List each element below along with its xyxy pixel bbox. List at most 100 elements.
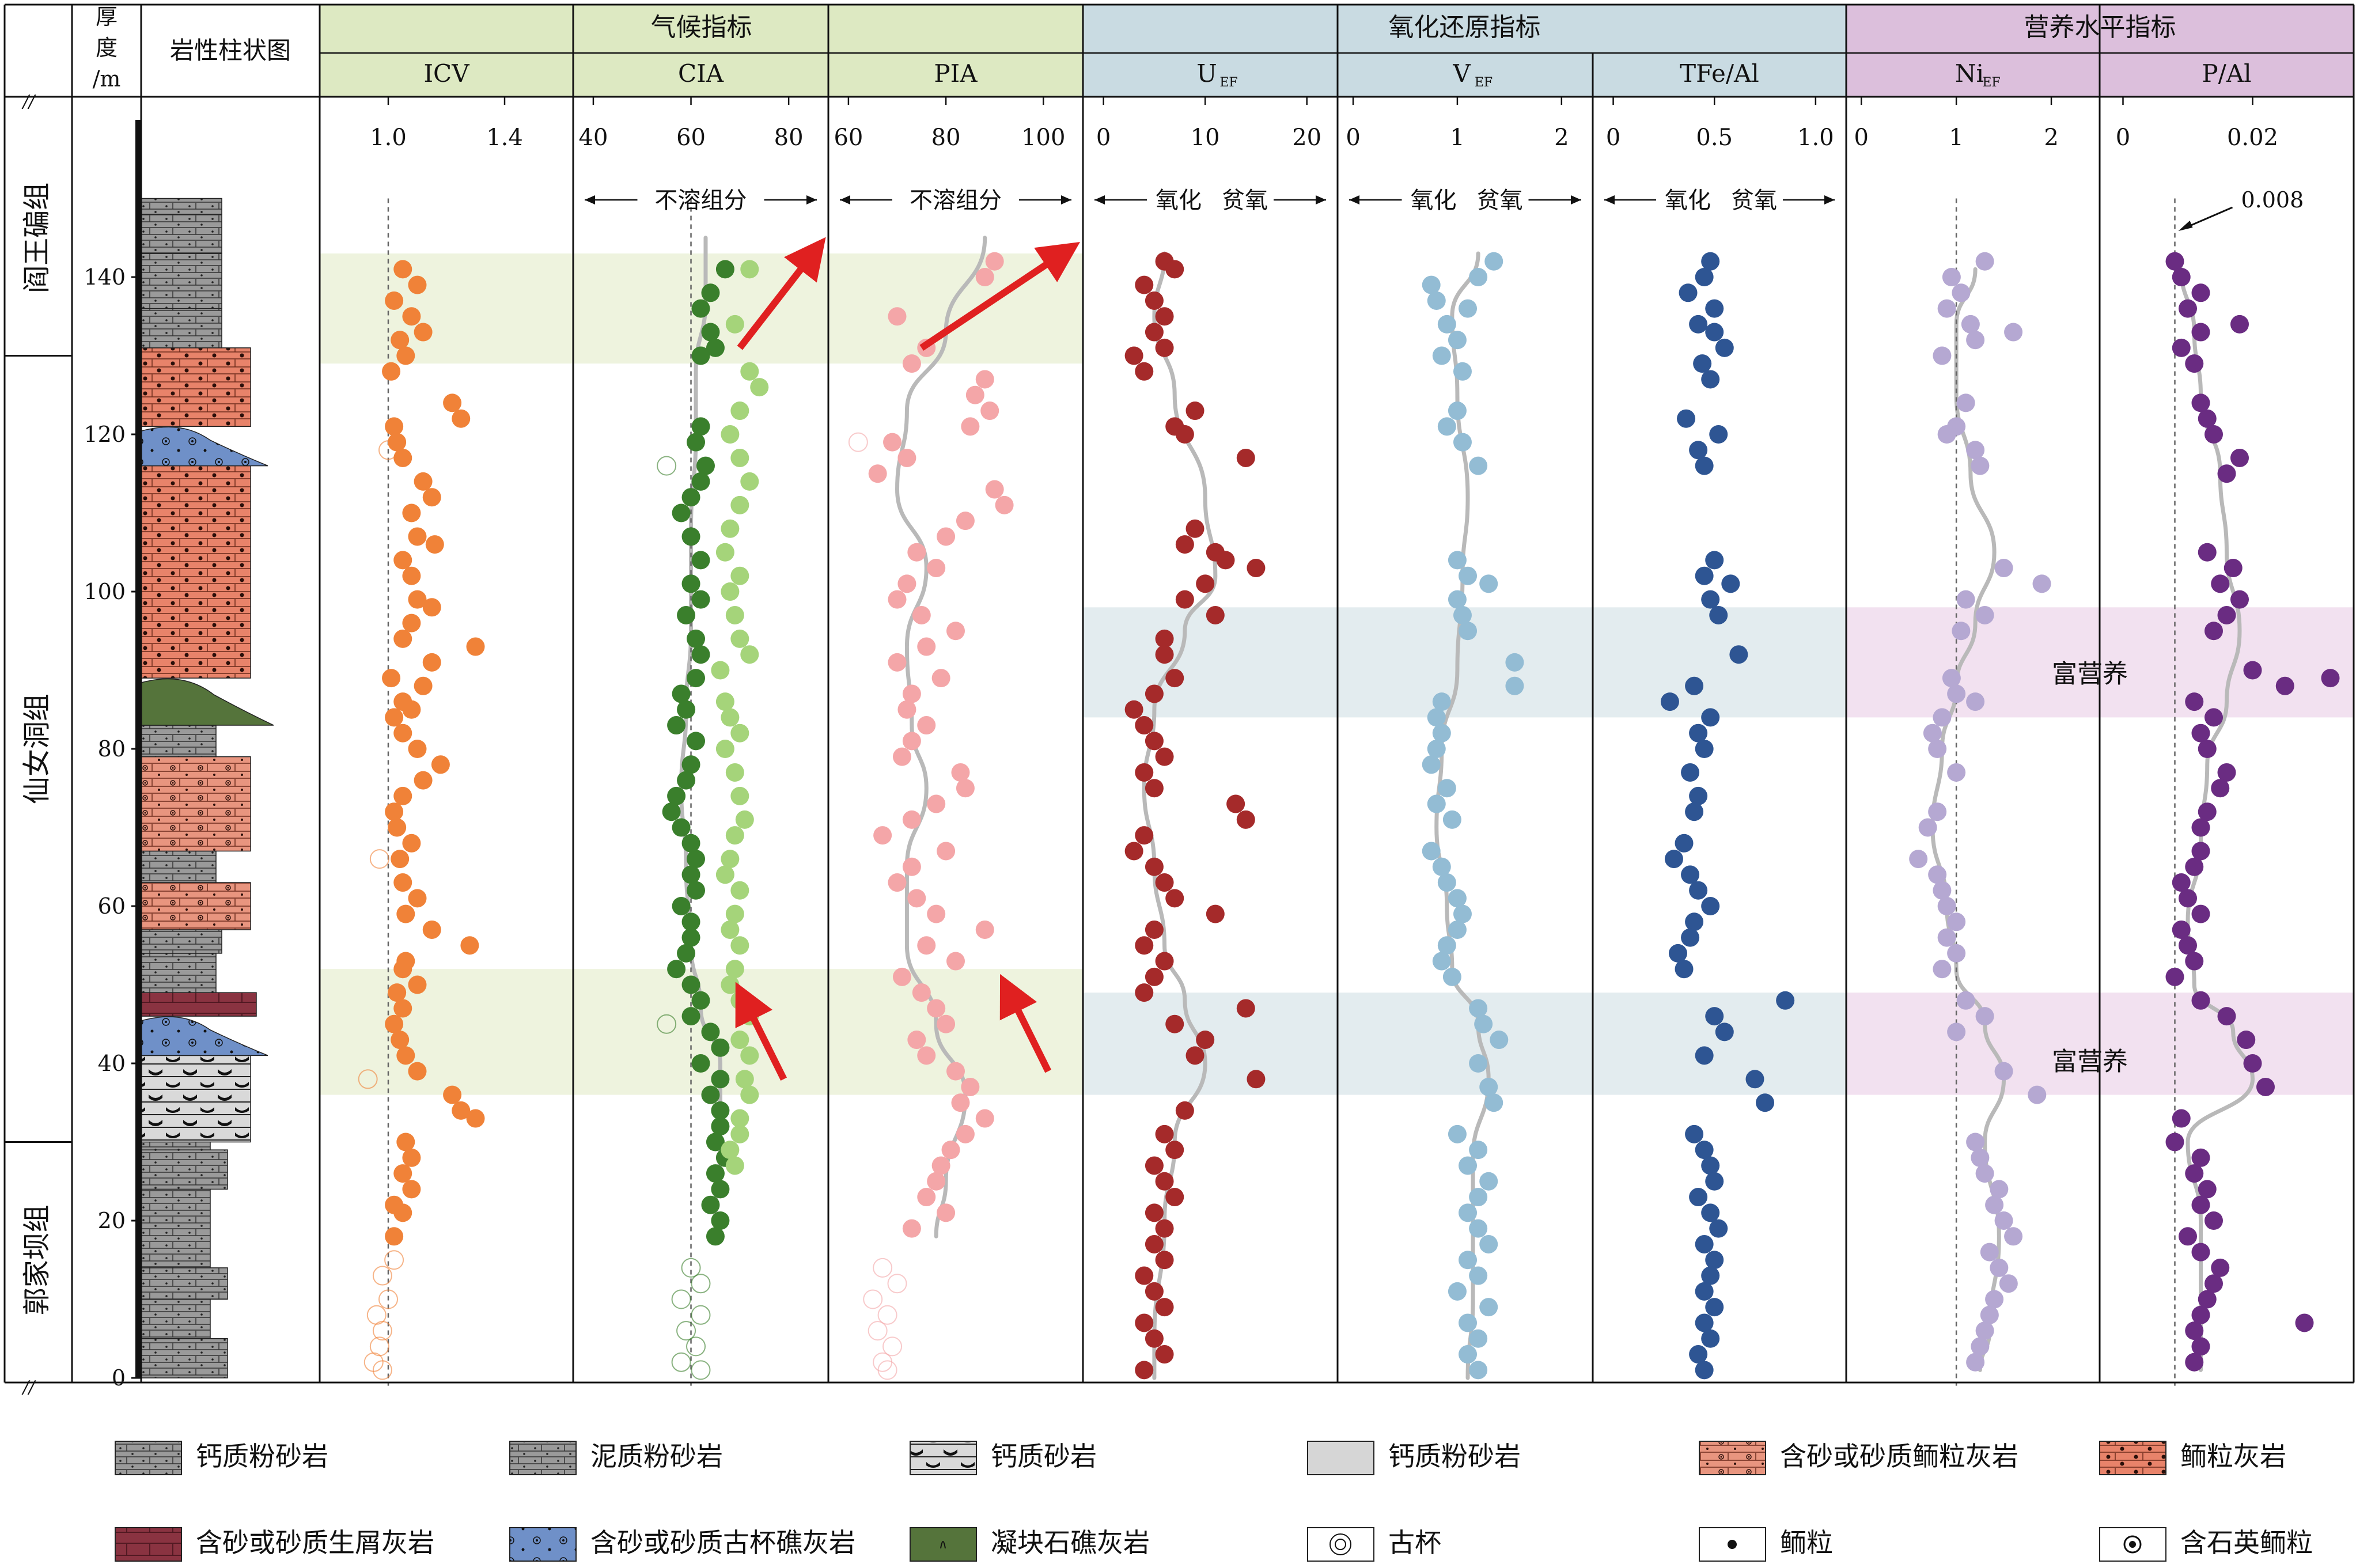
depth-label-5: 100 xyxy=(84,579,126,604)
point-vef-41 xyxy=(1469,1054,1488,1073)
point-ni-21 xyxy=(1933,708,1952,727)
axis-tick-label-vef-1: 1 xyxy=(1450,124,1464,151)
point-pal-60 xyxy=(2321,669,2340,688)
lith-unit-13 xyxy=(141,756,251,852)
legend-swatch-5 xyxy=(2099,1441,2166,1475)
point-pal-37 xyxy=(2165,967,2184,986)
point-cia-0-44 xyxy=(711,1070,730,1089)
point-icv-16 xyxy=(408,527,427,546)
point-tfe-31 xyxy=(1701,897,1720,915)
point-cia-1-25 xyxy=(721,850,740,869)
point-uef-19 xyxy=(1175,590,1194,609)
lith-unit-10 xyxy=(141,929,222,954)
point-pal-34 xyxy=(2172,920,2191,939)
point-pia-54 xyxy=(941,1141,960,1160)
point-ni-28 xyxy=(1928,865,1947,884)
point-pia-42 xyxy=(946,952,965,971)
point-cia-0-38 xyxy=(681,975,700,994)
depth-label-7: 140 xyxy=(84,264,126,290)
point-pal-57 xyxy=(2191,1337,2210,1356)
point-ni-37 xyxy=(1947,1022,1966,1041)
legend-quartz-dot xyxy=(2129,1541,2136,1548)
point-pia-17 xyxy=(927,559,946,578)
point-tfe-37 xyxy=(1705,1007,1724,1026)
point-ni-2 xyxy=(1952,283,1971,302)
point-cia-0-17 xyxy=(687,629,706,648)
point-pia-6 xyxy=(965,385,984,404)
point-pia-28 xyxy=(902,732,921,751)
point-uef-48 xyxy=(1247,1070,1266,1089)
point-tfe-7 xyxy=(1693,354,1712,373)
point-pal-51 xyxy=(2191,1243,2210,1262)
point-vef-4 xyxy=(1459,299,1478,318)
point-icv-8 xyxy=(443,393,462,412)
lith-unit-16 xyxy=(141,465,251,679)
point-cia-1-9 xyxy=(721,519,740,538)
axis-tick-label-tfe-1: 0.5 xyxy=(1696,124,1733,151)
point-tfe-13 xyxy=(1705,551,1724,570)
point-icv-13 xyxy=(414,472,433,491)
point-cia-1-39 xyxy=(730,1109,749,1128)
point-tfe-4 xyxy=(1689,315,1708,334)
point-pia-10 xyxy=(897,448,916,467)
point-cia-0-28 xyxy=(672,818,691,837)
point-pal-9 xyxy=(2198,409,2217,428)
point-pal-39 xyxy=(2217,1007,2236,1026)
point-vef-12 xyxy=(1469,456,1488,475)
point-cia-1-21 xyxy=(725,763,744,782)
point-cia-0-29 xyxy=(681,834,700,853)
band-label-0: 富营养 xyxy=(2052,659,2128,688)
point-icv-55 xyxy=(452,1101,471,1120)
point-pia-5 xyxy=(975,370,994,389)
point-vef-19 xyxy=(1505,653,1524,672)
axis-tick-label-cia-1: 60 xyxy=(676,124,706,151)
hollow-point-icv-1 xyxy=(369,849,389,869)
point-cia-0-18 xyxy=(691,645,710,664)
point-uef-7 xyxy=(1124,346,1143,365)
red-arrow-2 xyxy=(735,982,787,1081)
point-pal-12 xyxy=(2217,464,2236,483)
point-icv-30 xyxy=(385,708,404,727)
point-cia-0-27 xyxy=(662,802,681,821)
point-ni-48 xyxy=(1990,1258,2009,1277)
point-tfe-2 xyxy=(1679,283,1698,302)
point-pal-42 xyxy=(2256,1077,2275,1096)
red-arrow-3 xyxy=(999,974,1052,1073)
header-bg-redox xyxy=(1083,5,1846,97)
point-ni-20 xyxy=(1966,692,1985,711)
point-icv-62 xyxy=(393,1203,412,1222)
red-arrow-0 xyxy=(737,237,826,350)
point-uef-54 xyxy=(1165,1188,1184,1207)
point-uef-4 xyxy=(1155,307,1174,326)
point-cia-1-18 xyxy=(721,708,740,727)
point-cia-1-31 xyxy=(725,960,744,979)
point-cia-0-16 xyxy=(677,605,696,624)
point-pal-6 xyxy=(2172,338,2191,357)
point-ni-1 xyxy=(1942,268,1961,286)
hollow-point-pia-5 xyxy=(868,1321,888,1341)
point-ni-41 xyxy=(1971,1148,1990,1167)
point-uef-32 xyxy=(1236,810,1255,829)
legend-label-10: 鲕粒 xyxy=(1780,1527,1833,1558)
arrow-right-text-uef: 贫氧 xyxy=(1222,187,1268,214)
point-ni-19 xyxy=(1947,684,1966,703)
hollow-point-icv-2 xyxy=(358,1069,378,1089)
point-vef-3 xyxy=(1427,291,1446,310)
point-pal-31 xyxy=(2172,873,2191,892)
hollow-point-cia-7 xyxy=(686,1336,706,1357)
point-tfe-20 xyxy=(1660,692,1679,711)
point-cia-0-52 xyxy=(701,1195,720,1214)
axis-tick-label-pia-1: 80 xyxy=(931,124,961,151)
point-ni-29 xyxy=(1933,881,1952,900)
point-pal-3 xyxy=(2179,299,2197,318)
point-tfe-22 xyxy=(1689,724,1708,743)
point-uef-53 xyxy=(1155,1172,1174,1191)
point-tfe-33 xyxy=(1681,928,1700,947)
point-icv-38 xyxy=(402,834,421,853)
point-cia-0-19 xyxy=(687,669,706,688)
point-vef-2 xyxy=(1422,275,1441,294)
thickness-label-3: /m xyxy=(93,66,121,92)
point-tfe-18 xyxy=(1729,645,1748,664)
point-cia-1-7 xyxy=(740,472,759,491)
point-pal-15 xyxy=(2211,574,2230,593)
